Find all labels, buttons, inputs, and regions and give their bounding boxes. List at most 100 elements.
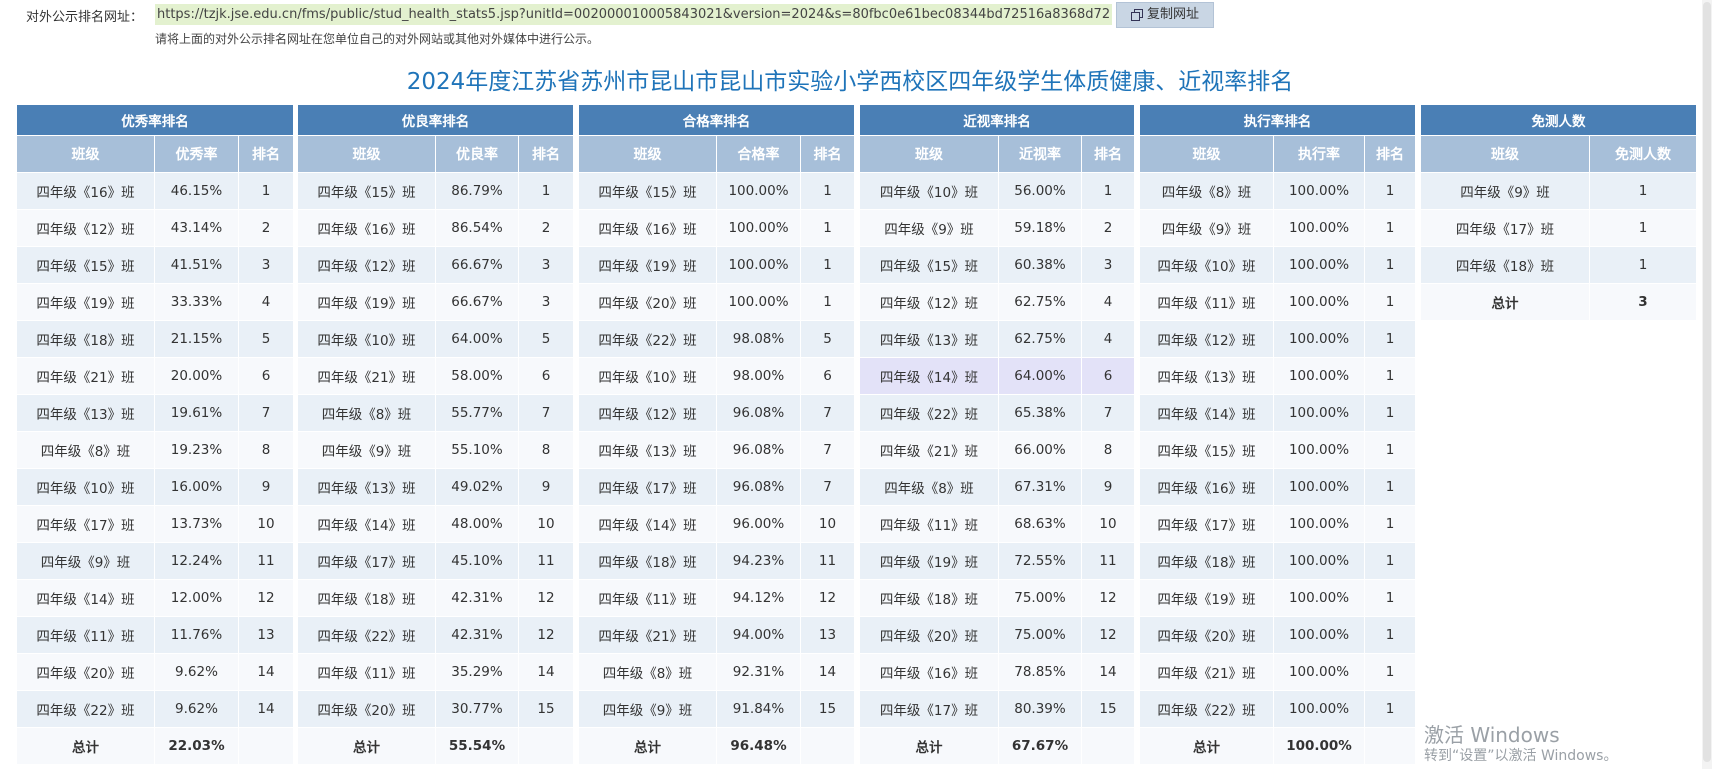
value-cell: 48.00% xyxy=(435,505,519,543)
table-row: 四年级《13》班 19.61% 7 xyxy=(16,394,295,432)
value-cell: 75.00% xyxy=(998,579,1082,617)
table-row: 四年级《22》班 9.62% 14 xyxy=(16,690,295,728)
rank-cell: 12 xyxy=(1080,616,1136,654)
value-cell: 1 xyxy=(1589,246,1697,284)
class-name-cell: 四年级《17》班 xyxy=(297,542,436,580)
rank-cell: 11 xyxy=(237,542,295,580)
table-row: 四年级《8》班 67.31% 9 xyxy=(859,468,1136,506)
table-row: 四年级《13》班 49.02% 9 xyxy=(297,468,575,506)
rank-cell: 2 xyxy=(1080,209,1136,247)
class-name-cell: 四年级《10》班 xyxy=(578,357,717,395)
value-cell: 33.33% xyxy=(154,283,239,321)
column-header: 班级 xyxy=(578,135,717,173)
column-header: 班级 xyxy=(297,135,436,173)
class-name-cell: 四年级《8》班 xyxy=(297,394,436,432)
class-name-cell: 四年级《9》班 xyxy=(578,690,717,728)
rank-cell: 3 xyxy=(237,246,295,284)
class-name-cell: 四年级《12》班 xyxy=(1139,320,1274,358)
value-cell: 96.00% xyxy=(716,505,801,543)
class-name-cell: 四年级《11》班 xyxy=(859,505,999,543)
value-cell: 20.00% xyxy=(154,357,239,395)
vertical-scrollbar[interactable] xyxy=(1702,0,1712,769)
total-value: 22.03% xyxy=(154,727,239,765)
column-header: 近视率 xyxy=(998,135,1082,173)
class-name-cell: 四年级《22》班 xyxy=(578,320,717,358)
copy-icon xyxy=(1130,9,1143,21)
table-row: 四年级《16》班 86.54% 2 xyxy=(297,209,575,247)
rank-cell: 5 xyxy=(799,320,856,358)
class-name-cell: 四年级《13》班 xyxy=(859,320,999,358)
table-row: 四年级《10》班 64.00% 5 xyxy=(297,320,575,358)
scrollbar-thumb[interactable] xyxy=(1703,2,1711,762)
rank-cell: 12 xyxy=(237,579,295,617)
class-name-cell: 四年级《22》班 xyxy=(16,690,155,728)
class-name-cell: 四年级《19》班 xyxy=(16,283,155,321)
class-name-cell: 四年级《12》班 xyxy=(578,394,717,432)
table-row: 四年级《18》班 100.00% 1 xyxy=(1139,542,1417,580)
rank-cell: 9 xyxy=(517,468,575,506)
rank-cell: 10 xyxy=(517,505,575,543)
rank-cell: 10 xyxy=(237,505,295,543)
table-row: 四年级《9》班 1 xyxy=(1420,172,1697,210)
rank-cell: 12 xyxy=(1080,579,1136,617)
table-row: 四年级《11》班 94.12% 12 xyxy=(578,579,856,617)
class-name-cell: 四年级《22》班 xyxy=(859,394,999,432)
value-cell: 60.38% xyxy=(998,246,1082,284)
value-cell: 62.75% xyxy=(998,320,1082,358)
table-row: 四年级《15》班 41.51% 3 xyxy=(16,246,295,284)
table-row: 四年级《19》班 66.67% 3 xyxy=(297,283,575,321)
class-name-cell: 四年级《8》班 xyxy=(859,468,999,506)
rank-cell: 3 xyxy=(517,246,575,284)
column-header: 班级 xyxy=(1139,135,1274,173)
rank-cell: 1 xyxy=(517,172,575,210)
public-url-text[interactable]: https://tzjk.jse.edu.cn/fms/public/stud_… xyxy=(155,4,1113,25)
total-label: 总计 xyxy=(297,727,436,765)
class-name-cell: 四年级《21》班 xyxy=(297,357,436,395)
class-name-cell: 四年级《18》班 xyxy=(16,320,155,358)
value-cell: 55.77% xyxy=(435,394,519,432)
value-cell: 100.00% xyxy=(1273,431,1365,469)
value-cell: 100.00% xyxy=(1273,690,1365,728)
rank-cell: 14 xyxy=(1080,653,1136,691)
table-row: 四年级《14》班 100.00% 1 xyxy=(1139,394,1417,432)
value-cell: 92.31% xyxy=(716,653,801,691)
rank-cell: 8 xyxy=(1080,431,1136,469)
rank-cell: 12 xyxy=(517,579,575,617)
table-row: 四年级《20》班 75.00% 12 xyxy=(859,616,1136,654)
class-name-cell: 四年级《9》班 xyxy=(16,542,155,580)
value-cell: 100.00% xyxy=(1273,394,1365,432)
rank-cell: 4 xyxy=(1080,320,1136,358)
rank-cell: 15 xyxy=(799,690,856,728)
total-label: 总计 xyxy=(578,727,717,765)
class-name-cell: 四年级《12》班 xyxy=(16,209,155,247)
table-row: 四年级《20》班 30.77% 15 xyxy=(297,690,575,728)
table-title: 优秀率排名 xyxy=(15,104,295,136)
table-row: 四年级《18》班 42.31% 12 xyxy=(297,579,575,617)
table-row: 四年级《17》班 96.08% 7 xyxy=(578,468,856,506)
value-cell: 100.00% xyxy=(1273,283,1365,321)
class-name-cell: 四年级《14》班 xyxy=(859,357,999,395)
class-name-cell: 四年级《22》班 xyxy=(1139,690,1274,728)
table-row: 四年级《11》班 68.63% 10 xyxy=(859,505,1136,543)
rank-cell: 1 xyxy=(1363,246,1417,284)
table-row: 四年级《16》班 46.15% 1 xyxy=(16,172,295,210)
column-header: 排名 xyxy=(517,135,575,173)
value-cell: 12.00% xyxy=(154,579,239,617)
class-name-cell: 四年级《15》班 xyxy=(1139,431,1274,469)
column-header: 排名 xyxy=(237,135,295,173)
total-value xyxy=(799,727,856,765)
value-cell: 19.61% xyxy=(154,394,239,432)
total-value: 55.54% xyxy=(435,727,519,765)
value-cell: 16.00% xyxy=(154,468,239,506)
copy-url-button[interactable]: 复制网址 xyxy=(1116,2,1214,28)
table-row: 四年级《10》班 100.00% 1 xyxy=(1139,246,1417,284)
column-header: 班级 xyxy=(16,135,155,173)
table-row: 四年级《12》班 100.00% 1 xyxy=(1139,320,1417,358)
rank-cell: 13 xyxy=(237,616,295,654)
table-row: 四年级《22》班 100.00% 1 xyxy=(1139,690,1417,728)
total-value xyxy=(1363,727,1417,765)
table-row: 四年级《15》班 86.79% 1 xyxy=(297,172,575,210)
total-value: 3 xyxy=(1589,283,1697,321)
table-row: 四年级《17》班 80.39% 15 xyxy=(859,690,1136,728)
table-row: 四年级《10》班 56.00% 1 xyxy=(859,172,1136,210)
